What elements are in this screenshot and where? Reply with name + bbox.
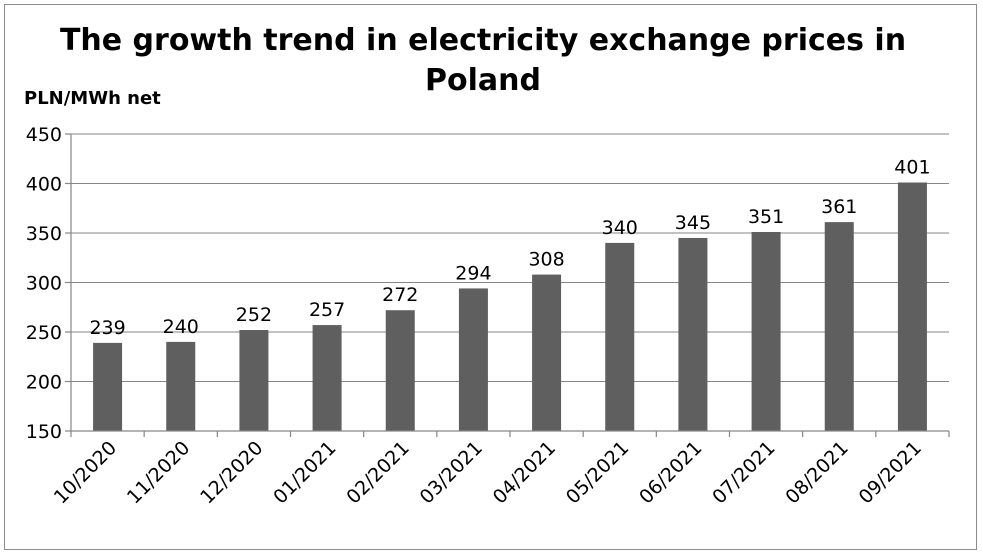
- x-tick-label-05/2021: 05/2021: [562, 437, 633, 508]
- bar-04/2021: [532, 274, 562, 431]
- bar-05/2021: [605, 242, 635, 431]
- y-tick-label-200: 200: [26, 372, 62, 394]
- bar-08/2021: [824, 222, 854, 431]
- bar-03/2021: [458, 288, 488, 431]
- x-tick-label-02/2021: 02/2021: [342, 437, 413, 508]
- data-label-08/2021: 361: [821, 196, 857, 218]
- y-tick-label-150: 150: [26, 421, 62, 443]
- x-tick-label-07/2021: 07/2021: [708, 437, 779, 508]
- x-tick-label-08/2021: 08/2021: [781, 437, 852, 508]
- chart-frame: [4, 4, 977, 550]
- data-label-03/2021: 294: [455, 262, 491, 284]
- chart-title-line-2: Poland: [425, 63, 541, 98]
- y-tick-label-350: 350: [26, 223, 62, 245]
- data-label-04/2021: 308: [528, 249, 564, 271]
- data-label-11/2020: 240: [163, 316, 199, 338]
- data-label-12/2020: 252: [236, 304, 272, 326]
- x-tick-label-11/2020: 11/2020: [123, 437, 194, 508]
- bar-10/2020: [93, 342, 123, 431]
- chart-title-line-1: The growth trend in electricity exchange…: [60, 23, 906, 58]
- x-tick-label-04/2021: 04/2021: [489, 437, 560, 508]
- data-label-09/2021: 401: [894, 157, 930, 179]
- y-tick-label-250: 250: [26, 322, 62, 344]
- data-label-07/2021: 351: [748, 206, 784, 228]
- y-tick-label-300: 300: [26, 273, 62, 295]
- x-tick-label-12/2020: 12/2020: [196, 437, 267, 508]
- x-tick-label-09/2021: 09/2021: [855, 437, 926, 508]
- y-axis-unit-label: PLN/MWh net: [24, 88, 161, 109]
- bar-06/2021: [678, 237, 708, 431]
- bar-02/2021: [385, 310, 415, 431]
- x-tick-label-10/2020: 10/2020: [50, 437, 121, 508]
- data-label-01/2021: 257: [309, 299, 345, 321]
- x-tick-label-01/2021: 01/2021: [269, 437, 340, 508]
- data-label-06/2021: 345: [675, 212, 711, 234]
- x-tick-label-03/2021: 03/2021: [416, 437, 487, 508]
- bar-09/2021: [897, 182, 927, 431]
- bar-07/2021: [751, 232, 781, 431]
- y-tick-label-450: 450: [26, 124, 62, 146]
- y-tick-label-400: 400: [26, 174, 62, 196]
- data-label-10/2020: 239: [89, 317, 125, 339]
- data-label-05/2021: 340: [602, 217, 638, 239]
- data-label-02/2021: 272: [382, 284, 418, 306]
- bar-01/2021: [312, 325, 342, 431]
- bar-12/2020: [239, 330, 269, 431]
- bar-11/2020: [166, 341, 196, 431]
- x-tick-label-06/2021: 06/2021: [635, 437, 706, 508]
